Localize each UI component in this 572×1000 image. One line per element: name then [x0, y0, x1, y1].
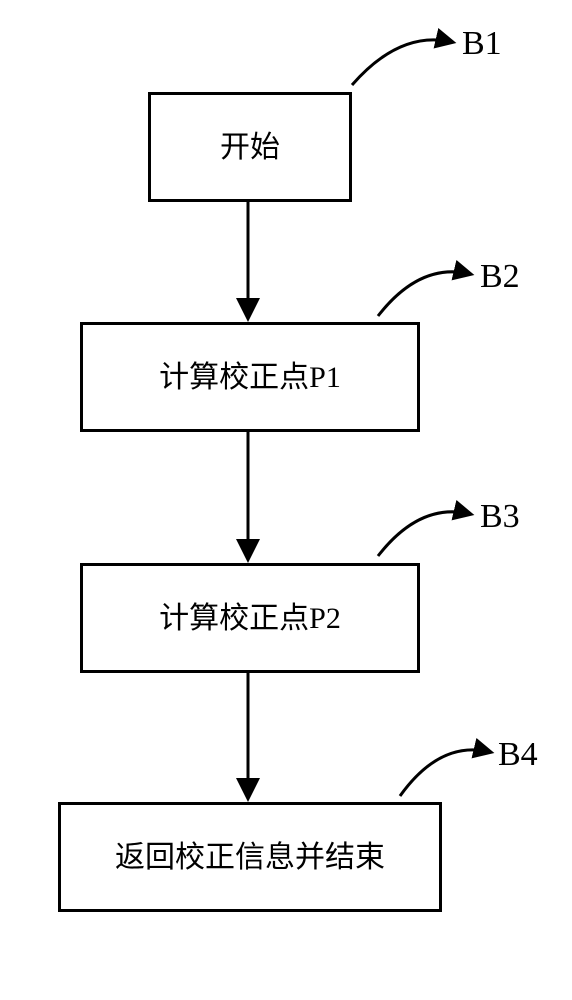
callout-b1: B1 — [462, 25, 502, 63]
callout-label: B1 — [462, 25, 502, 62]
flowchart-diagram: 开始 计算校正点P1 计算校正点P2 返回校正信息并结束 B1 — [0, 0, 572, 1000]
callout-b4: B4 — [498, 736, 538, 774]
callout-label: B3 — [480, 498, 520, 535]
flowchart-node-p1: 计算校正点P1 — [80, 322, 420, 432]
node-label: 开始 — [216, 124, 284, 171]
callout-label: B4 — [498, 736, 538, 773]
flowchart-node-start: 开始 — [148, 92, 352, 202]
node-label: 计算校正点P1 — [155, 354, 345, 401]
flowchart-node-p2: 计算校正点P2 — [80, 563, 420, 673]
flowchart-node-end: 返回校正信息并结束 — [58, 802, 442, 912]
callout-b2: B2 — [480, 258, 520, 296]
callout-label: B2 — [480, 258, 520, 295]
node-label: 计算校正点P2 — [155, 595, 345, 642]
node-label: 返回校正信息并结束 — [111, 834, 389, 881]
callout-b3: B3 — [480, 498, 520, 536]
